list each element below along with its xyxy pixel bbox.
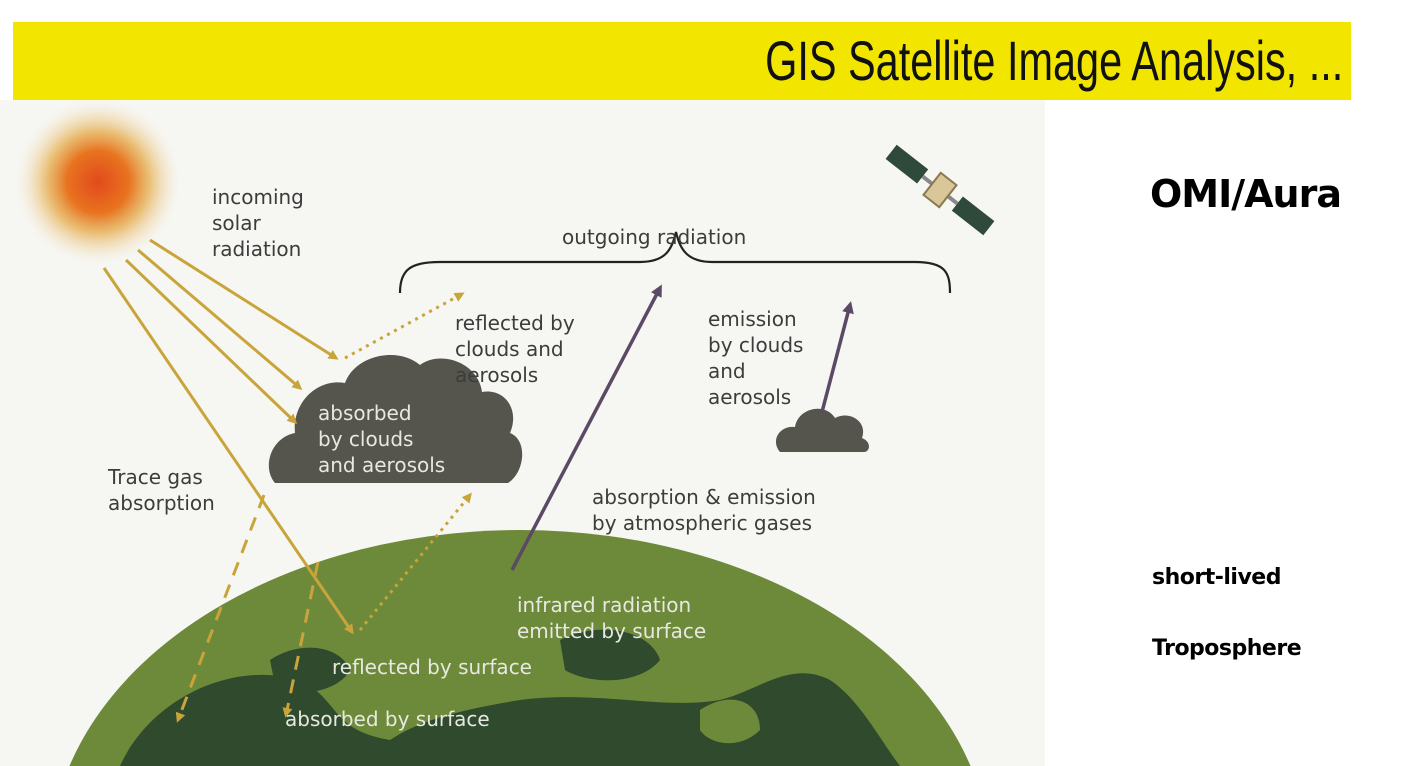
label-reflected-clouds: reflected by clouds and aerosols [455, 311, 575, 387]
trace-gas-arrow-1 [175, 494, 266, 723]
solar-arrow-cloud-low [124, 258, 298, 425]
title-banner: GIS Satellite Image Analysis, ... [13, 22, 1351, 100]
label-reflected-surface: reflected by surface [332, 655, 532, 679]
reflected-surface-arrow [358, 492, 472, 631]
label-atmospheric-gases: absorption & emission by atmospheric gas… [592, 485, 816, 535]
instrument-label: OMI/Aura [1150, 172, 1342, 216]
label-infrared-radiation: infrared radiation emitted by surface [517, 593, 707, 643]
radiation-diagram: incoming solar radiation outgoing radiat… [0, 100, 1045, 766]
solar-arrow-surface [102, 267, 354, 635]
solar-arrow-cloud-mid [137, 248, 303, 390]
label-absorbed-surface: absorbed by surface [285, 707, 490, 731]
satellite-icon [885, 144, 995, 236]
label-absorbed-clouds: absorbed by clouds and aerosols [318, 401, 446, 477]
lifetime-label: short-lived [1152, 565, 1281, 590]
cloud-small [775, 408, 869, 452]
page-title: GIS Satellite Image Analysis, ... [764, 29, 1343, 92]
reflected-cloud-arrow [344, 292, 465, 360]
label-incoming-solar: incoming solar radiation [212, 185, 304, 261]
layer-label: Troposphere [1152, 636, 1302, 661]
cloud-large [268, 354, 523, 483]
label-outgoing-radiation: outgoing radiation [562, 225, 747, 249]
infrared-surface-arrow [510, 284, 662, 571]
solar-arrow-cloud-top [149, 238, 339, 360]
outgoing-brace [398, 231, 952, 294]
earth [69, 530, 971, 766]
sun [16, 100, 180, 264]
trace-gas-arrow-2 [282, 561, 320, 718]
label-emission-clouds: emission by clouds and aerosols [708, 307, 804, 409]
label-trace-gas: Trace gas absorption [108, 465, 215, 515]
infrared-cloud-arrow [820, 301, 854, 413]
diagram-graphic [16, 100, 995, 766]
